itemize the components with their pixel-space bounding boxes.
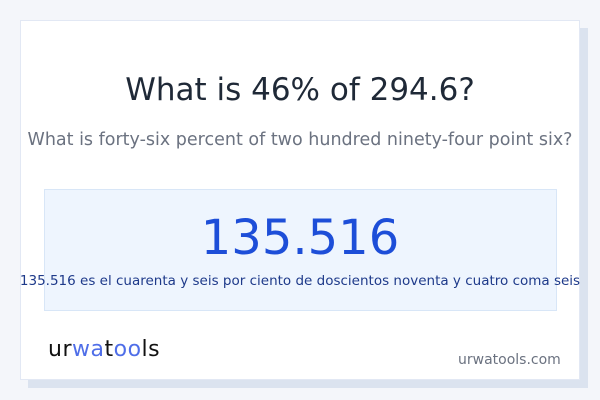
page-title: What is 46% of 294.6? bbox=[125, 72, 475, 108]
page-subtitle: What is forty-six percent of two hundred… bbox=[27, 130, 573, 150]
result-words: 135.516 es el cuarenta y seis por ciento… bbox=[19, 273, 581, 289]
result-value: 135.516 bbox=[200, 210, 400, 266]
urwatools-logo: urwatools bbox=[48, 337, 161, 362]
site-domain: urwatools.com bbox=[458, 352, 561, 368]
result-box bbox=[44, 189, 557, 311]
